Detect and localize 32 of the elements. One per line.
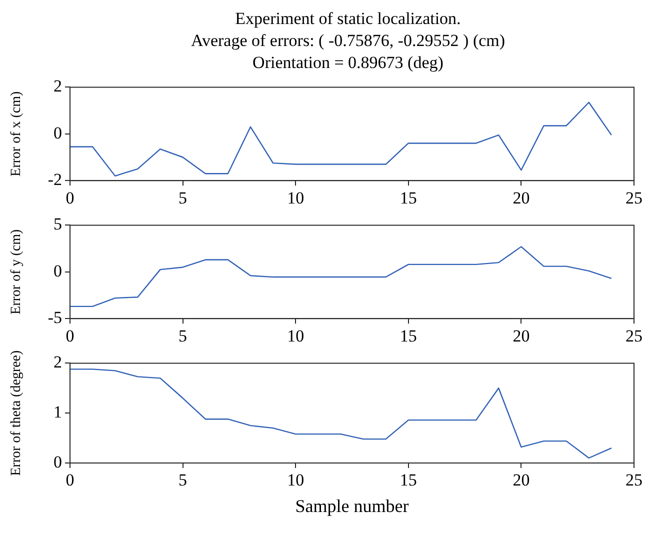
x-tick-label: 25 bbox=[626, 470, 642, 490]
y-tick-label: -2 bbox=[48, 170, 62, 190]
y-tick-label: 2 bbox=[54, 76, 62, 96]
x-tick-label: 25 bbox=[626, 188, 642, 208]
x-tick-label: 25 bbox=[626, 326, 642, 346]
y-axis-title: Error of theta (degree) bbox=[9, 350, 24, 476]
x-tick-label: 0 bbox=[66, 326, 74, 346]
x-tick-label: 5 bbox=[178, 326, 188, 346]
x-tick-label: 15 bbox=[400, 470, 417, 490]
y-axis-title: Error of y (cm) bbox=[9, 229, 24, 314]
x-tick-label: 10 bbox=[287, 470, 304, 490]
y-tick-label: 5 bbox=[54, 214, 62, 234]
x-tick-label: 20 bbox=[512, 188, 530, 208]
x-tick-label: 5 bbox=[178, 188, 188, 208]
x-tick-label: 15 bbox=[400, 188, 417, 208]
x-tick-label: 20 bbox=[512, 326, 530, 346]
x-tick-label: 0 bbox=[66, 470, 74, 490]
x-tick-label: 15 bbox=[400, 326, 417, 346]
x-tick-label: 5 bbox=[178, 470, 188, 490]
x-tick-label: 10 bbox=[287, 326, 304, 346]
x-tick-label: 10 bbox=[287, 188, 304, 208]
x-tick-label: 0 bbox=[66, 188, 74, 208]
y-tick-label: 0 bbox=[54, 261, 62, 280]
x-tick-label: 20 bbox=[512, 470, 530, 490]
y-tick-label: 2 bbox=[54, 352, 62, 372]
y-tick-label: 0 bbox=[54, 123, 62, 142]
y-tick-label: 0 bbox=[54, 452, 62, 472]
x-axis-title: Sample number bbox=[295, 496, 409, 516]
y-tick-label: -5 bbox=[48, 308, 62, 328]
y-axis-title: Error of x (cm) bbox=[9, 91, 24, 176]
chart-title: Experiment of static localization. Average of errors: ( -0.75876, -0.29552 ) (cm) Orientation = 0.89673 (deg) bbox=[190, 8, 506, 74]
y-tick-label: 1 bbox=[54, 402, 62, 422]
